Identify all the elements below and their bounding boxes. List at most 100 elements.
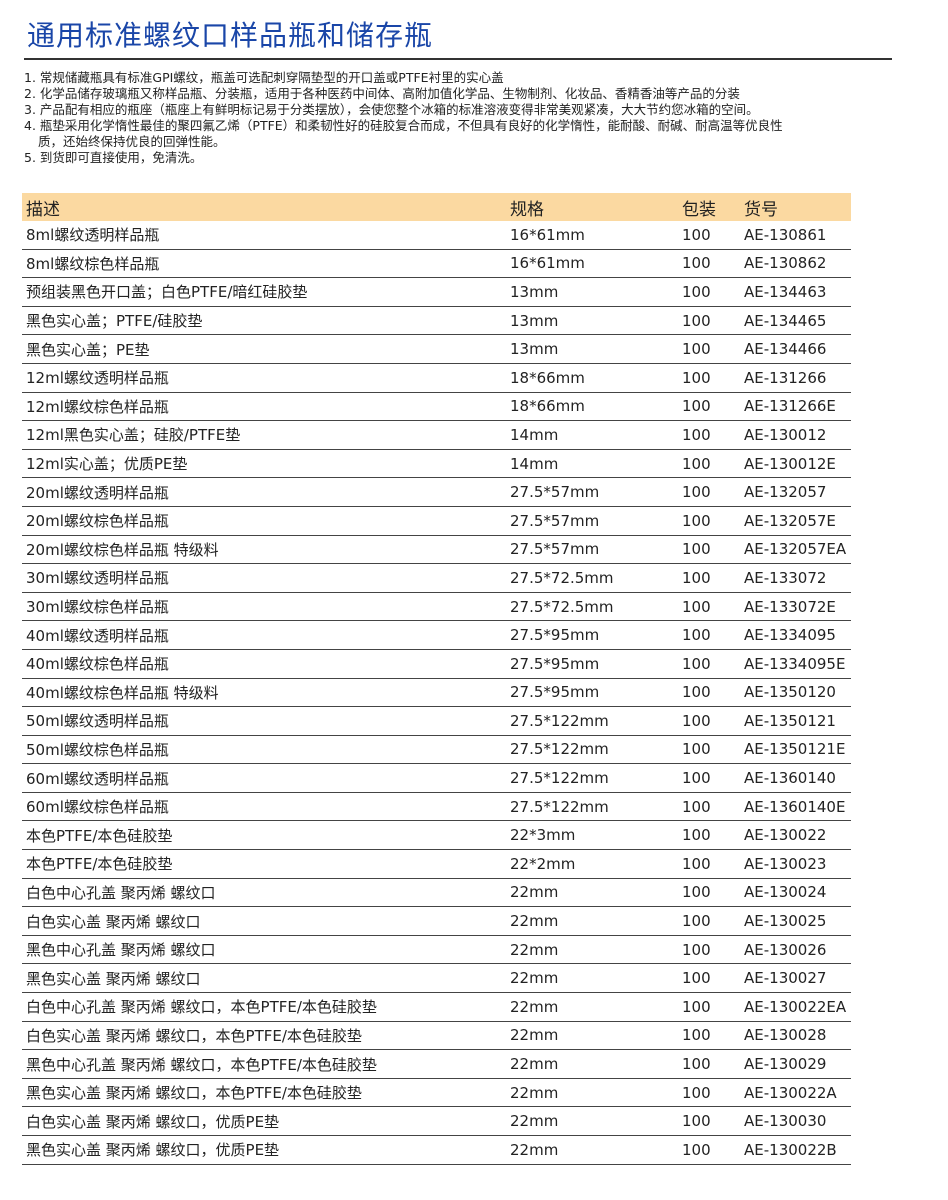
cell-spec: 27.5*122mm	[506, 792, 678, 822]
cell-description: 8ml螺纹棕色样品瓶	[22, 249, 506, 279]
cell-code: AE-130025	[740, 906, 851, 936]
cell-package: 100	[678, 563, 740, 593]
table-header-row: 描述 规格 包装 货号	[22, 193, 851, 221]
table-row: 60ml螺纹棕色样品瓶 27.5*122mm 100 AE-1360140E	[22, 792, 851, 822]
cell-package: 100	[678, 649, 740, 679]
note-item: 3. 产品配有相应的瓶座（瓶座上有鲜明标记易于分类摆放），会使您整个冰箱的标准溶…	[24, 102, 759, 117]
cell-code: AE-132057E	[740, 506, 851, 536]
cell-package: 100	[678, 1106, 740, 1136]
cell-code: AE-130027	[740, 963, 851, 994]
cell-code: AE-1360140	[740, 763, 851, 793]
cell-code: AE-134466	[740, 334, 851, 364]
cell-spec: 27.5*72.5mm	[506, 563, 678, 593]
cell-spec: 22mm	[506, 906, 678, 936]
cell-code: AE-134463	[740, 277, 851, 307]
cell-code: AE-1334095	[740, 620, 851, 650]
table-row: 20ml螺纹棕色样品瓶 27.5*57mm 100 AE-132057E	[22, 506, 851, 536]
cell-code: AE-130022EA	[740, 992, 851, 1022]
cell-description: 黑色中心孔盖 聚丙烯 螺纹口，本色PTFE/本色硅胶垫	[22, 1049, 506, 1079]
cell-code: AE-130028	[740, 1021, 851, 1051]
note-item: 5. 到货即可直接使用，免清洗。	[24, 150, 203, 165]
cell-code: AE-130012	[740, 420, 851, 450]
cell-package: 100	[678, 363, 740, 393]
cell-spec: 22mm	[506, 1049, 678, 1079]
cell-spec: 27.5*95mm	[506, 620, 678, 650]
note-item-continuation: 质，还始终保持优良的回弹性能。	[38, 134, 226, 149]
cell-spec: 22mm	[506, 1021, 678, 1051]
cell-description: 白色实心盖 聚丙烯 螺纹口，优质PE垫	[22, 1106, 506, 1136]
cell-description: 黑色实心盖 聚丙烯 螺纹口，本色PTFE/本色硅胶垫	[22, 1078, 506, 1108]
cell-description: 12ml黑色实心盖；硅胶/PTFE垫	[22, 420, 506, 450]
table-row: 30ml螺纹透明样品瓶 27.5*72.5mm 100 AE-133072	[22, 563, 851, 593]
cell-code: AE-1350121E	[740, 735, 851, 765]
table-row: 12ml螺纹棕色样品瓶 18*66mm 100 AE-131266E	[22, 392, 851, 422]
table-row: 黑色中心孔盖 聚丙烯 螺纹口 22mm 100 AE-130026	[22, 935, 851, 965]
cell-description: 60ml螺纹棕色样品瓶	[22, 792, 506, 822]
table-row: 12ml螺纹透明样品瓶 18*66mm 100 AE-131266	[22, 363, 851, 393]
cell-spec: 27.5*57mm	[506, 535, 678, 565]
cell-description: 黑色实心盖；PE垫	[22, 334, 506, 364]
table-row: 40ml螺纹透明样品瓶 27.5*95mm 100 AE-1334095	[22, 620, 851, 650]
cell-package: 100	[678, 763, 740, 793]
cell-description: 20ml螺纹透明样品瓶	[22, 477, 506, 507]
cell-package: 100	[678, 792, 740, 822]
title-divider	[24, 58, 892, 60]
cell-package: 100	[678, 849, 740, 879]
cell-spec: 22mm	[506, 992, 678, 1022]
cell-package: 100	[678, 992, 740, 1022]
cell-package: 100	[678, 277, 740, 307]
cell-description: 40ml螺纹棕色样品瓶	[22, 649, 506, 679]
cell-package: 100	[678, 935, 740, 965]
cell-package: 100	[678, 678, 740, 708]
cell-code: AE-1334095E	[740, 649, 851, 679]
cell-package: 100	[678, 620, 740, 650]
cell-spec: 27.5*95mm	[506, 678, 678, 708]
cell-spec: 22mm	[506, 1078, 678, 1108]
cell-package: 100	[678, 221, 740, 250]
cell-description: 黑色实心盖 聚丙烯 螺纹口	[22, 963, 506, 994]
page-title: 通用标准螺纹口样品瓶和储存瓶	[27, 19, 434, 52]
cell-spec: 27.5*122mm	[506, 763, 678, 793]
cell-code: AE-132057EA	[740, 535, 851, 565]
cell-spec: 13mm	[506, 334, 678, 364]
cell-spec: 13mm	[506, 306, 678, 336]
cell-spec: 27.5*72.5mm	[506, 592, 678, 622]
cell-code: AE-130862	[740, 249, 851, 279]
cell-description: 20ml螺纹棕色样品瓶 特级料	[22, 535, 506, 565]
cell-spec: 22*2mm	[506, 849, 678, 879]
cell-package: 100	[678, 477, 740, 507]
header-description: 描述	[26, 199, 60, 220]
table-row: 白色实心盖 聚丙烯 螺纹口，本色PTFE/本色硅胶垫 22mm 100 AE-1300…	[22, 1021, 851, 1051]
table-row: 预组装黑色开口盖；白色PTFE/暗红硅胶垫 13mm 100 AE-134463	[22, 277, 851, 307]
cell-package: 100	[678, 506, 740, 536]
table-row: 白色实心盖 聚丙烯 螺纹口 22mm 100 AE-130025	[22, 906, 851, 936]
table-row: 黑色实心盖；PE垫 13mm 100 AE-134466	[22, 334, 851, 364]
cell-spec: 27.5*122mm	[506, 735, 678, 765]
cell-description: 30ml螺纹透明样品瓶	[22, 563, 506, 593]
cell-package: 100	[678, 1049, 740, 1079]
cell-package: 100	[678, 449, 740, 479]
table-row: 60ml螺纹透明样品瓶 27.5*122mm 100 AE-1360140	[22, 763, 851, 793]
cell-spec: 22mm	[506, 878, 678, 908]
cell-code: AE-130861	[740, 221, 851, 250]
table-row: 20ml螺纹透明样品瓶 27.5*57mm 100 AE-132057	[22, 477, 851, 507]
cell-package: 100	[678, 735, 740, 765]
header-package: 包装	[682, 199, 716, 220]
cell-code: AE-131266E	[740, 392, 851, 422]
table-row: 白色中心孔盖 聚丙烯 螺纹口，本色PTFE/本色硅胶垫 22mm 100 AE-130…	[22, 992, 851, 1022]
cell-description: 预组装黑色开口盖；白色PTFE/暗红硅胶垫	[22, 277, 506, 307]
cell-description: 30ml螺纹棕色样品瓶	[22, 592, 506, 622]
cell-code: AE-130029	[740, 1049, 851, 1079]
cell-package: 100	[678, 334, 740, 364]
cell-package: 100	[678, 1078, 740, 1108]
cell-code: AE-1360140E	[740, 792, 851, 822]
cell-description: 40ml螺纹透明样品瓶	[22, 620, 506, 650]
cell-description: 40ml螺纹棕色样品瓶 特级料	[22, 678, 506, 708]
cell-code: AE-130022B	[740, 1135, 851, 1165]
table-row: 40ml螺纹棕色样品瓶 特级料 27.5*95mm 100 AE-1350120	[22, 678, 851, 708]
cell-package: 100	[678, 878, 740, 908]
table-row: 30ml螺纹棕色样品瓶 27.5*72.5mm 100 AE-133072E	[22, 592, 851, 622]
table-row: 黑色中心孔盖 聚丙烯 螺纹口，本色PTFE/本色硅胶垫 22mm 100 AE-130…	[22, 1049, 851, 1079]
cell-code: AE-1350120	[740, 678, 851, 708]
table-row: 白色中心孔盖 聚丙烯 螺纹口 22mm 100 AE-130024	[22, 878, 851, 908]
